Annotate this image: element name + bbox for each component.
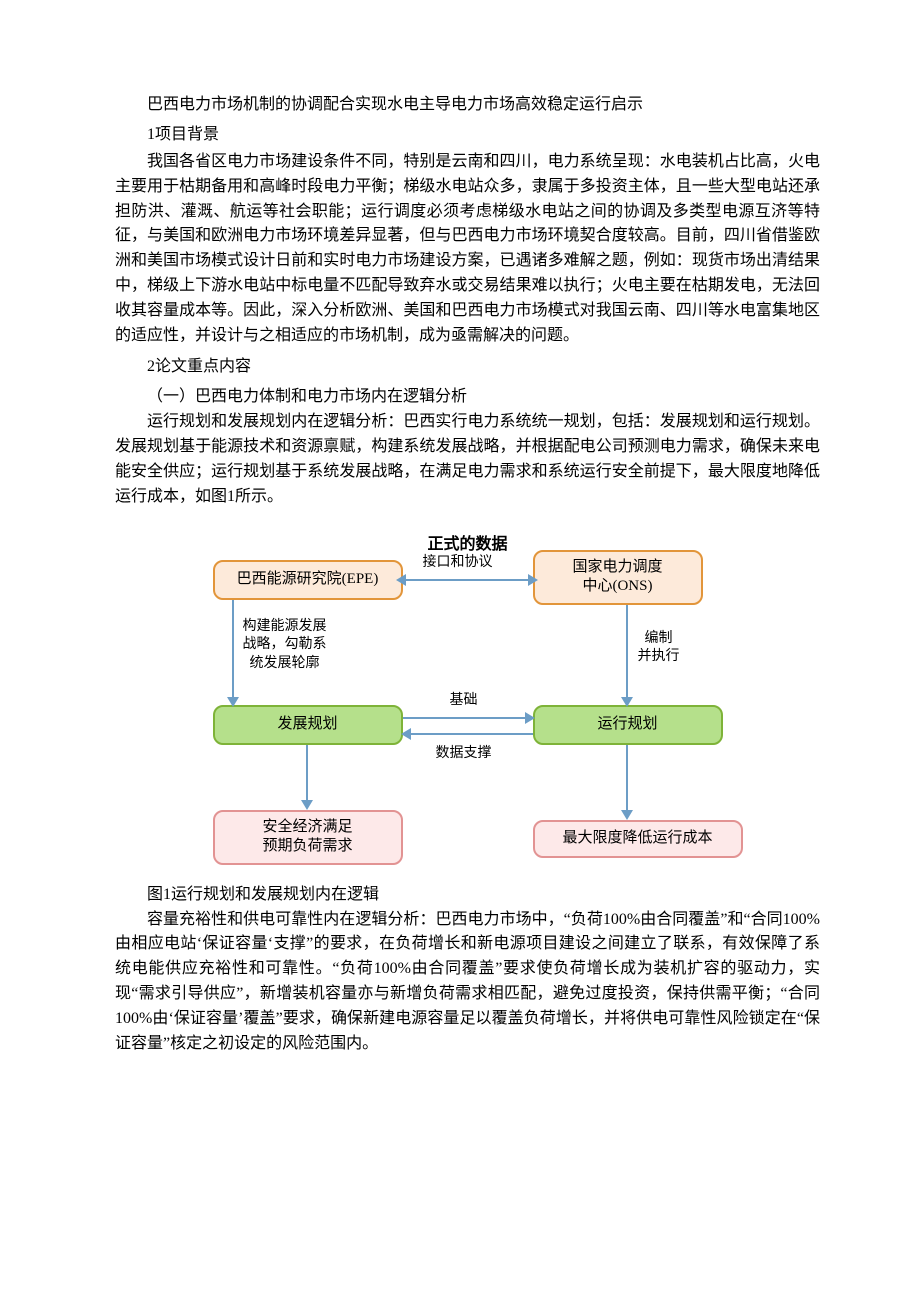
section2-paragraph1: 运行规划和发展规划内在逻辑分析：巴西实行电力系统统一规划，包括：发展规划和运行规… (115, 410, 820, 509)
section2-paragraph2: 容量充裕性和供电可靠性内在逻辑分析：巴西电力市场中，“负荷100%由合同覆盖”和… (115, 908, 820, 1057)
node-epe: 巴西能源研究院(EPE) (213, 560, 403, 600)
node-run: 运行规划 (533, 705, 723, 745)
link-left: 构建能源发展 战略，勾勒系 统发展轮廓 (243, 618, 327, 675)
doc-title: 巴西电力市场机制的协调配合实现水电主导电力市场高效稳定运行启示 (115, 90, 820, 114)
node-right-out: 最大限度降低运行成本 (533, 820, 743, 858)
node-ons: 国家电力调度 中心(ONS) (533, 550, 703, 605)
figure1-caption: 图1运行规划和发展规划内在逻辑 (115, 880, 820, 904)
arrow-mid-top-rh (525, 712, 535, 724)
document-page: 巴西电力市场机制的协调配合实现水电主导电力市场高效稳定运行启示 1项目背景 我国… (0, 0, 920, 1140)
node-dev: 发展规划 (213, 705, 403, 745)
arrow-mid-top (403, 717, 528, 719)
arrow-right-v (626, 605, 628, 700)
link-mid-bot: 数据支撑 (436, 745, 492, 764)
flowchart: 正式的数据 巴西能源研究院(EPE) 国家电力调度 中心(ONS) 发展规划 运… (188, 530, 748, 870)
arrow-rl-dh (621, 810, 633, 820)
section2-subheading: （一）巴西电力体制和电力市场内在逻辑分析 (115, 382, 820, 406)
arrow-top-lh (396, 574, 406, 586)
section1-paragraph: 我国各省区电力市场建设条件不同，特别是云南和四川，电力系统呈现：水电装机占比高，… (115, 150, 820, 348)
link-right: 编制 并执行 (638, 630, 680, 668)
arrow-top-rh (528, 574, 538, 586)
arrow-ll-dh (301, 800, 313, 810)
section2-heading: 2论文重点内容 (115, 352, 820, 376)
arrow-rl-v (626, 745, 628, 813)
arrow-right-dh (621, 697, 633, 707)
link-top: 接口和协议 (423, 554, 493, 573)
section1-heading: 1项目背景 (115, 120, 820, 144)
arrow-left-v (232, 600, 234, 700)
arrow-top (403, 579, 533, 581)
arrow-ll-v (306, 745, 308, 803)
arrow-left-dh (227, 697, 239, 707)
flowchart-title: 正式的数据 (427, 530, 507, 554)
node-left-out: 安全经济满足 预期负荷需求 (213, 810, 403, 865)
arrow-mid-bot-lh (401, 728, 411, 740)
arrow-mid-bot (408, 733, 533, 735)
link-mid-top: 基础 (450, 692, 478, 711)
